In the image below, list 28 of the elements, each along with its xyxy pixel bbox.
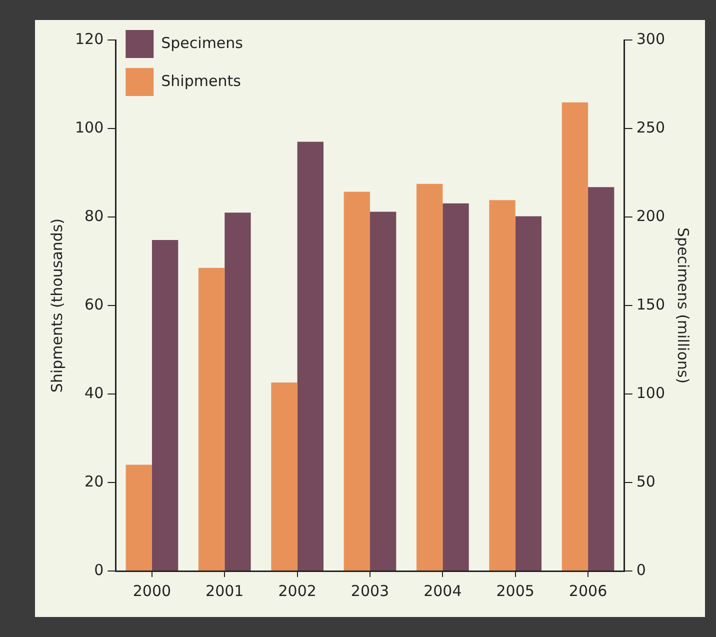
x-tick-label: 2002 xyxy=(278,582,316,600)
x-tick-label: 2006 xyxy=(568,582,608,600)
y-tick-label: 60 xyxy=(84,295,104,314)
y2-axis-title: Specimens (millions) xyxy=(674,227,692,384)
x-tick-label: 2004 xyxy=(424,582,462,600)
legend-label: Specimens xyxy=(161,34,244,52)
y2-tick-label: 200 xyxy=(636,206,666,225)
x-tick-label: 2003 xyxy=(350,582,390,600)
y2-tick-label: 150 xyxy=(636,295,666,314)
bar xyxy=(297,142,324,570)
x-tick-label: 2005 xyxy=(496,582,534,600)
y-tick-label: 100 xyxy=(74,118,104,136)
y-axis-title: Shipments (thousands) xyxy=(48,218,66,393)
y2-tick-label: 250 xyxy=(636,118,666,136)
y2-tick-label: 100 xyxy=(636,384,666,402)
y-tick-label: 120 xyxy=(74,30,104,48)
y2-tick-label: 0 xyxy=(636,560,646,579)
bar xyxy=(126,464,152,570)
y-tick-label: 20 xyxy=(84,472,104,490)
bar xyxy=(152,240,178,570)
y2-tick-label: 50 xyxy=(636,472,656,490)
y-tick-label: 0 xyxy=(94,560,104,579)
y2-tick-label: 300 xyxy=(636,30,666,48)
y-tick-label: 40 xyxy=(84,384,104,402)
x-tick-label: 2000 xyxy=(132,582,172,600)
legend-label: Shipments xyxy=(161,72,242,90)
x-tick-label: 2001 xyxy=(206,582,244,600)
y-tick-label: 80 xyxy=(84,206,104,225)
